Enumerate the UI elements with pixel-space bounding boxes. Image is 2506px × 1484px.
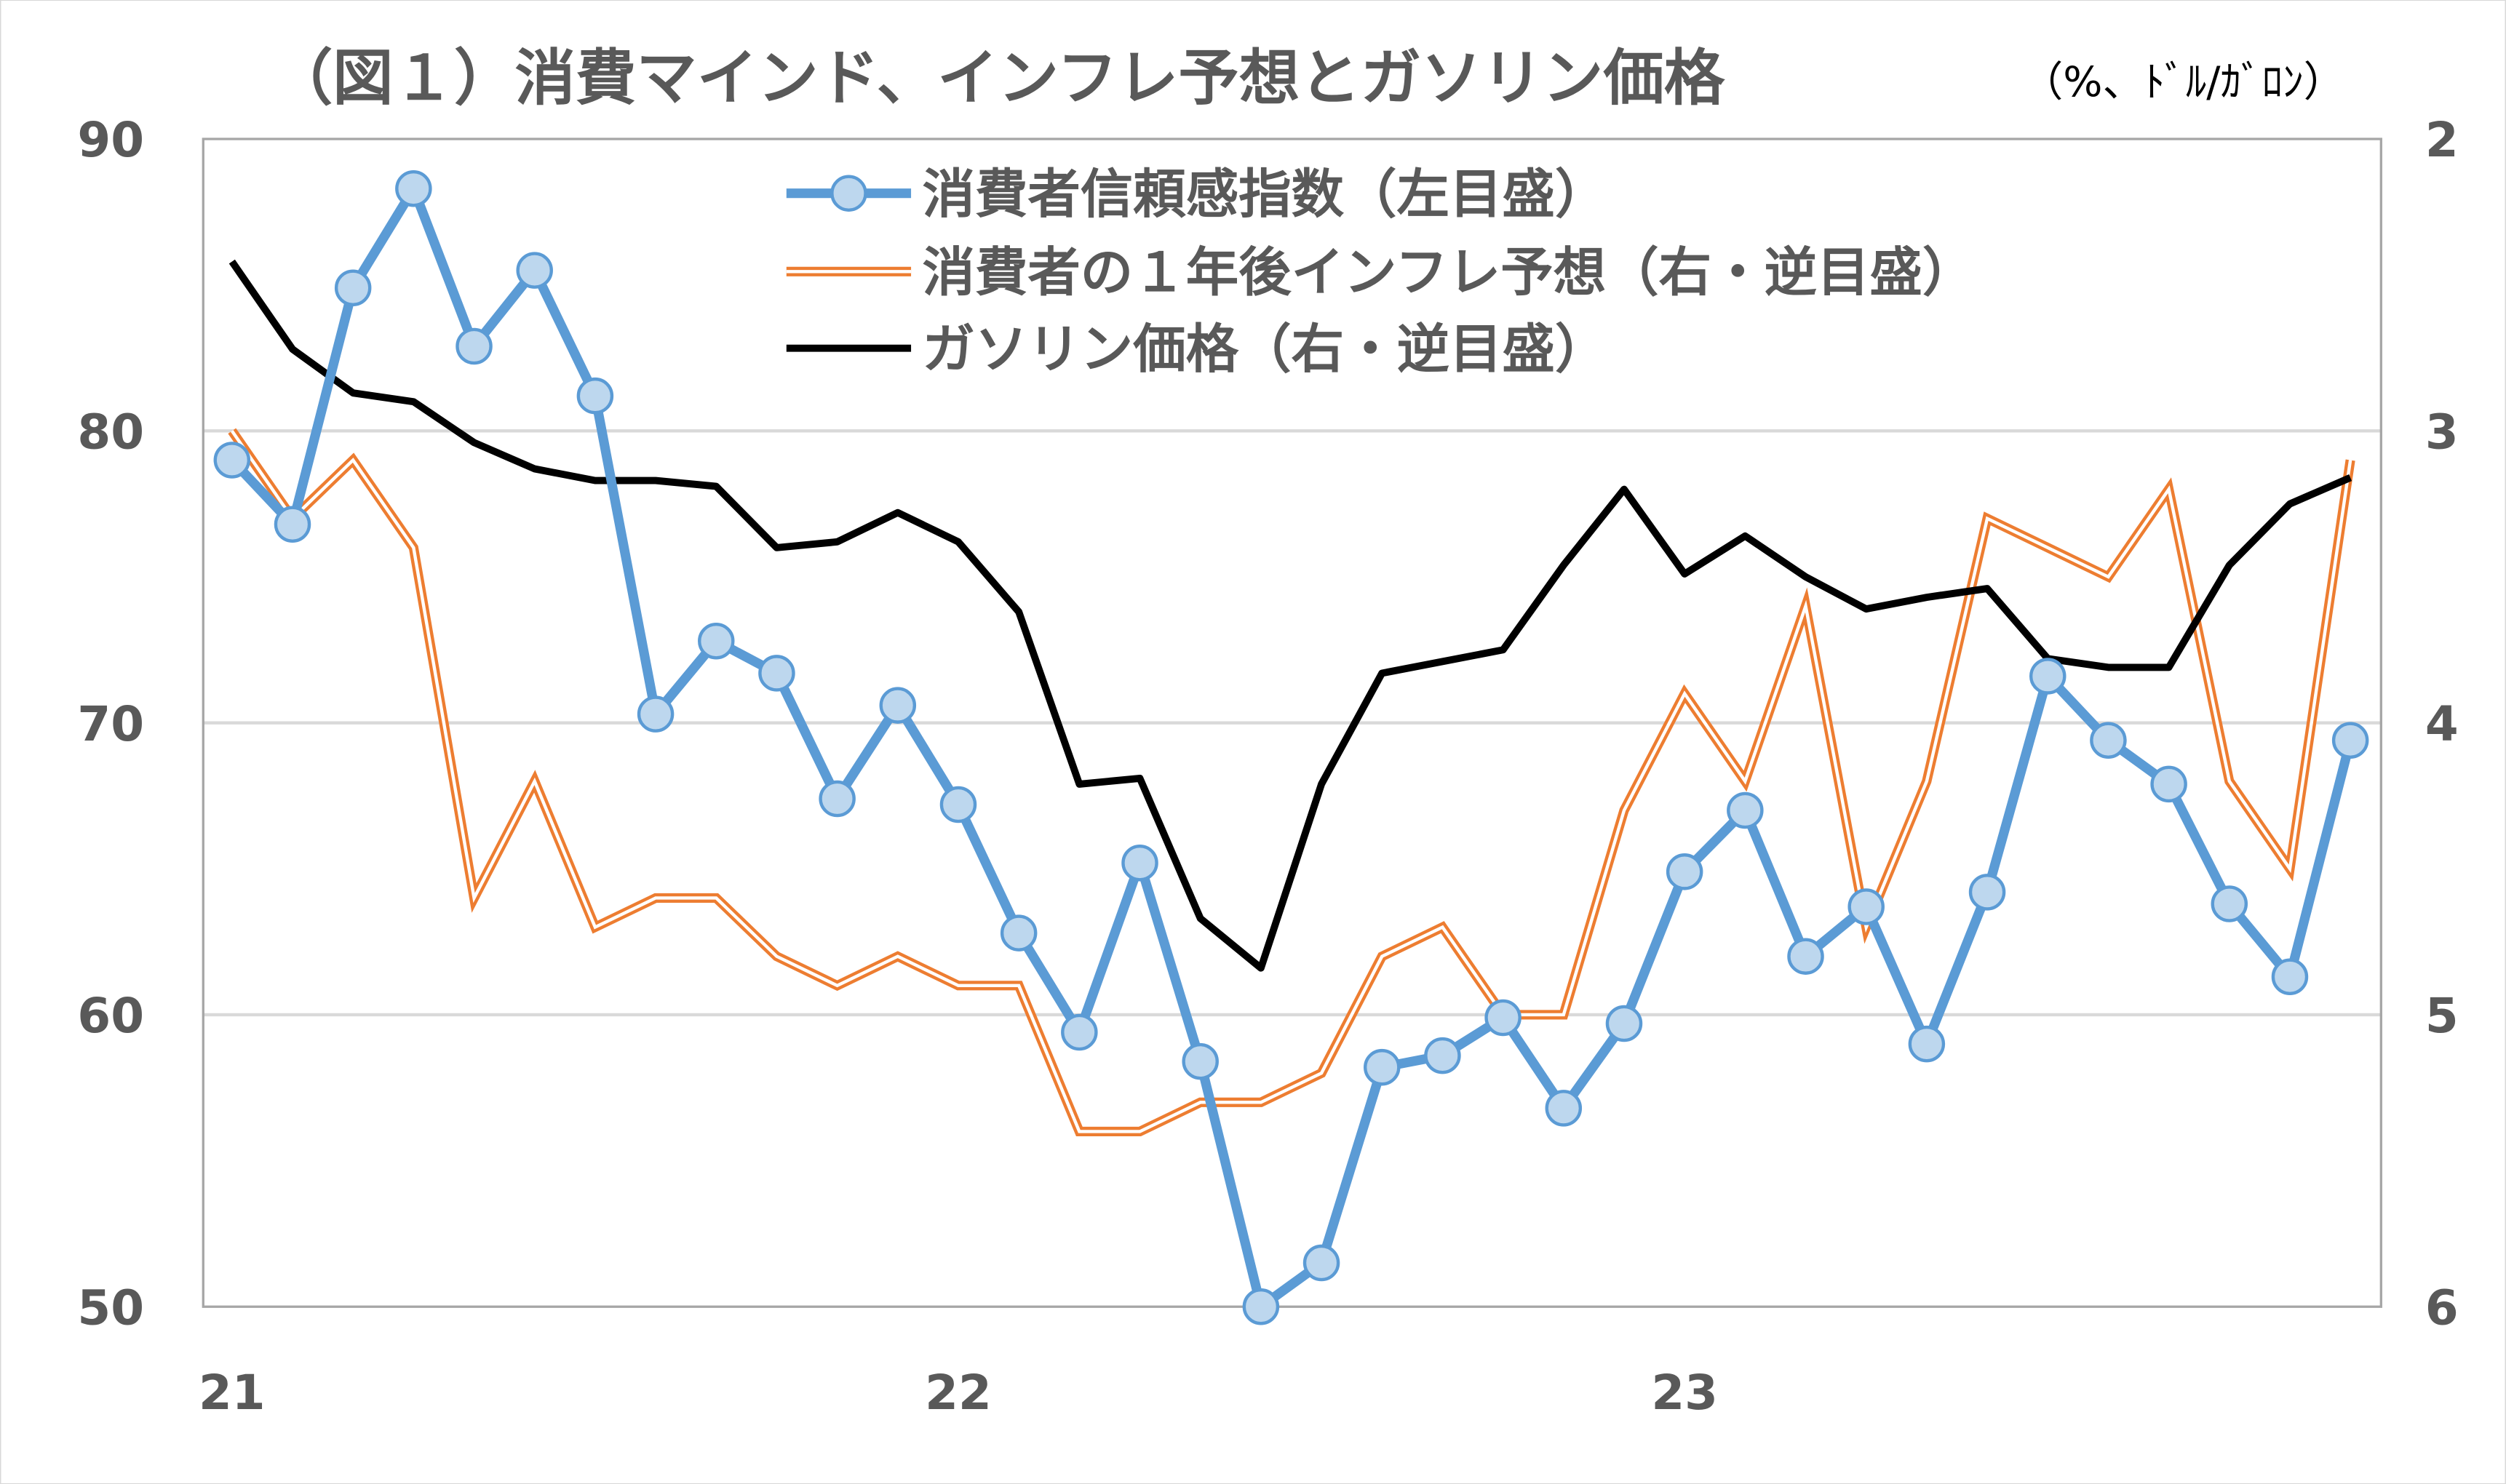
left-tick-label: 70	[77, 696, 144, 752]
inflation-expectation-line-inner	[231, 430, 2352, 1133]
left-tick-label: 80	[77, 404, 144, 460]
consumer-confidence-point	[1242, 1288, 1280, 1325]
left-axis: 50 60 70 80 90	[77, 112, 144, 1336]
consumer-confidence-point	[1727, 791, 1764, 829]
consumer-confidence-point	[576, 377, 614, 415]
x-tick-label: 22	[925, 1365, 992, 1421]
consumer-confidence-point	[1847, 888, 1885, 925]
consumer-confidence-point	[516, 252, 553, 289]
consumer-confidence-point	[939, 786, 977, 823]
consumer-confidence-point	[395, 170, 432, 207]
consumer-confidence-point	[2029, 658, 2067, 695]
right-tick-label: 5	[2425, 988, 2459, 1044]
right-tick-label: 4	[2425, 696, 2459, 752]
consumer-confidence-point	[1605, 1005, 1643, 1042]
consumer-confidence-point	[1484, 999, 1522, 1037]
left-tick-label: 50	[77, 1280, 144, 1336]
consumer-confidence-point	[1545, 1090, 1583, 1127]
consumer-confidence-point	[1908, 1025, 1946, 1063]
consumer-confidence-point	[2331, 722, 2369, 759]
right-tick-label: 6	[2425, 1280, 2459, 1336]
gasoline-price-line	[228, 259, 2352, 972]
consumer-confidence-point	[637, 695, 675, 733]
series-group	[213, 170, 2369, 1325]
consumer-confidence-point	[1302, 1244, 1340, 1282]
legend-label: 消費者の１年後インフレ予想（右・逆目盛）	[922, 243, 1975, 304]
right-tick-label: 3	[2425, 404, 2459, 460]
legend: 消費者信頼感指数（左目盛） 消費者の１年後インフレ予想（右・逆目盛） ガソリン価格（…	[786, 164, 1975, 380]
unit-label: （%、ﾄﾞﾙ/ｶﾞﾛﾝ）	[2021, 58, 2344, 106]
consumer-confidence-point	[698, 623, 735, 660]
consumer-confidence-point	[2150, 765, 2187, 803]
consumer-confidence-point	[2211, 885, 2248, 922]
consumer-confidence-point	[819, 780, 856, 818]
plot-area	[202, 137, 2382, 1308]
consumer-confidence-point	[2090, 722, 2127, 759]
consumer-confidence-point	[1000, 914, 1038, 952]
gridlines	[203, 429, 2382, 1017]
consumer-confidence-point	[1182, 1042, 1219, 1080]
consumer-confidence-point	[334, 269, 372, 306]
legend-marker-consumer-confidence	[830, 175, 867, 212]
legend-label: 消費者信頼感指数（左目盛）	[922, 164, 1607, 226]
x-tick-label: 21	[199, 1365, 266, 1421]
x-tick-label: 23	[1651, 1365, 1718, 1421]
consumer-confidence-point	[879, 687, 917, 724]
consumer-confidence-point	[1666, 853, 1703, 890]
x-axis: 21 22 23	[199, 1365, 1718, 1421]
consumer-confidence-point	[1364, 1048, 1401, 1086]
consumer-confidence-point	[2271, 958, 2309, 996]
consumer-confidence-point	[213, 442, 251, 479]
chart-title: （図１）消費マインド、インフレ予想とガソリン価格	[272, 43, 1725, 113]
right-axis: 2 3 4 5 6	[2425, 112, 2459, 1336]
consumer-confidence-point	[1424, 1037, 1461, 1074]
legend-label: ガソリン価格（右・逆目盛）	[922, 319, 1607, 380]
right-tick-label: 2	[2425, 112, 2459, 168]
consumer-confidence-point	[1787, 938, 1824, 975]
consumer-confidence-point	[1121, 845, 1158, 882]
consumer-confidence-point	[456, 327, 493, 365]
consumer-confidence-line	[228, 183, 2355, 1312]
consumer-confidence-point	[1061, 1013, 1098, 1051]
consumer-confidence-point	[274, 506, 311, 543]
left-tick-label: 60	[77, 988, 144, 1044]
consumer-confidence-point	[1968, 874, 2006, 911]
left-tick-label: 90	[77, 112, 144, 168]
consumer-confidence-point	[758, 655, 795, 692]
